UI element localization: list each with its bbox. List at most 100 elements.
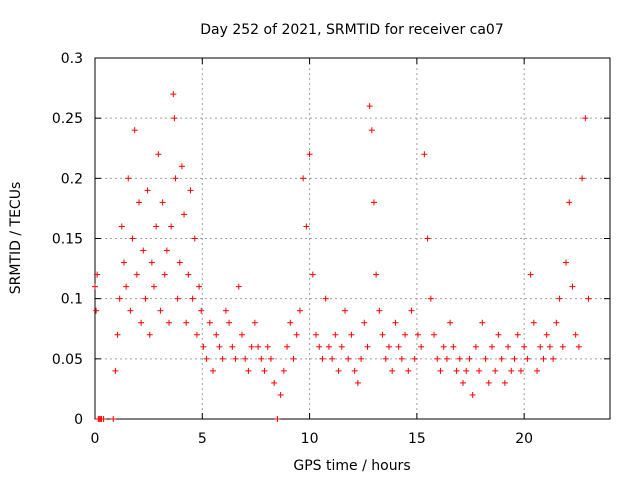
data-point <box>376 307 383 314</box>
data-point <box>488 343 495 350</box>
data-point <box>569 283 576 290</box>
data-point <box>290 355 297 362</box>
data-point <box>485 379 492 386</box>
data-point <box>418 343 425 350</box>
data-point <box>466 355 473 362</box>
data-point <box>575 343 582 350</box>
data-point <box>120 259 127 266</box>
data-point <box>463 367 470 374</box>
data-point <box>553 319 560 326</box>
data-point <box>125 175 132 182</box>
data-point <box>517 367 524 374</box>
data-point <box>559 343 566 350</box>
data-point <box>537 343 544 350</box>
data-point <box>332 331 339 338</box>
data-point <box>534 367 541 374</box>
data-point <box>556 295 563 302</box>
data-point <box>348 331 355 338</box>
data-point <box>133 271 140 278</box>
y-axis-label: SRMTID / TECUs <box>8 182 24 295</box>
data-point <box>112 367 119 374</box>
data-point <box>206 319 213 326</box>
data-point <box>142 295 149 302</box>
data-point <box>319 355 326 362</box>
data-point <box>287 319 294 326</box>
data-point <box>345 355 352 362</box>
data-point <box>579 175 586 182</box>
data-point <box>274 416 281 422</box>
data-point <box>148 259 155 266</box>
data-point <box>405 367 412 374</box>
data-point <box>232 355 239 362</box>
axis-ticks: 0 0.05 0.1 0.15 0.2 0.25 0.3 0 5 10 15 20 <box>52 51 610 447</box>
data-point <box>508 367 515 374</box>
data-point <box>505 343 512 350</box>
data-point <box>216 343 223 350</box>
data-point <box>226 319 233 326</box>
data-point <box>151 283 158 290</box>
data-point <box>492 367 499 374</box>
data-point <box>203 355 210 362</box>
data-points <box>92 91 592 422</box>
data-point <box>129 235 136 242</box>
data-point <box>178 163 185 170</box>
data-point <box>159 199 166 206</box>
data-point <box>385 343 392 350</box>
data-point <box>251 319 258 326</box>
data-point <box>140 247 147 254</box>
data-point <box>127 307 134 314</box>
data-point <box>94 271 101 278</box>
data-point <box>146 331 153 338</box>
data-point <box>93 307 100 314</box>
data-point <box>172 175 179 182</box>
y-tick-label: 0.1 <box>61 292 83 308</box>
data-point <box>582 115 589 122</box>
data-point <box>453 367 460 374</box>
data-point <box>248 343 255 350</box>
data-point <box>495 331 502 338</box>
data-point <box>229 343 236 350</box>
x-tick-label: 10 <box>301 431 319 447</box>
x-tick-label: 5 <box>198 431 207 447</box>
data-point <box>222 307 229 314</box>
data-point <box>118 223 125 230</box>
y-tick-label: 0.05 <box>52 352 83 368</box>
data-point <box>408 307 415 314</box>
data-point <box>191 235 198 242</box>
data-point <box>440 343 447 350</box>
data-point <box>366 103 373 110</box>
data-point <box>181 211 188 218</box>
data-point <box>501 379 508 386</box>
data-point <box>382 355 389 362</box>
data-point <box>245 367 252 374</box>
data-point <box>293 331 300 338</box>
data-point <box>168 223 175 230</box>
data-point <box>261 367 268 374</box>
data-point <box>176 259 183 266</box>
data-point <box>566 199 573 206</box>
data-point <box>527 271 534 278</box>
data-point <box>131 127 138 134</box>
data-point <box>116 295 123 302</box>
data-point <box>138 319 145 326</box>
data-point <box>296 307 303 314</box>
data-point <box>198 307 205 314</box>
data-point <box>322 295 329 302</box>
data-point <box>185 271 192 278</box>
data-point <box>316 343 323 350</box>
chart-title: Day 252 of 2021, SRMTID for receiver ca0… <box>200 22 504 38</box>
data-point <box>550 355 557 362</box>
data-point <box>264 343 271 350</box>
data-point <box>530 319 537 326</box>
data-point <box>524 355 531 362</box>
data-point <box>460 379 467 386</box>
data-point <box>379 331 386 338</box>
data-point <box>498 355 505 362</box>
data-point <box>398 355 405 362</box>
data-point <box>364 343 371 350</box>
data-point <box>511 355 518 362</box>
data-point <box>411 355 418 362</box>
data-point <box>370 199 377 206</box>
data-point <box>200 343 207 350</box>
